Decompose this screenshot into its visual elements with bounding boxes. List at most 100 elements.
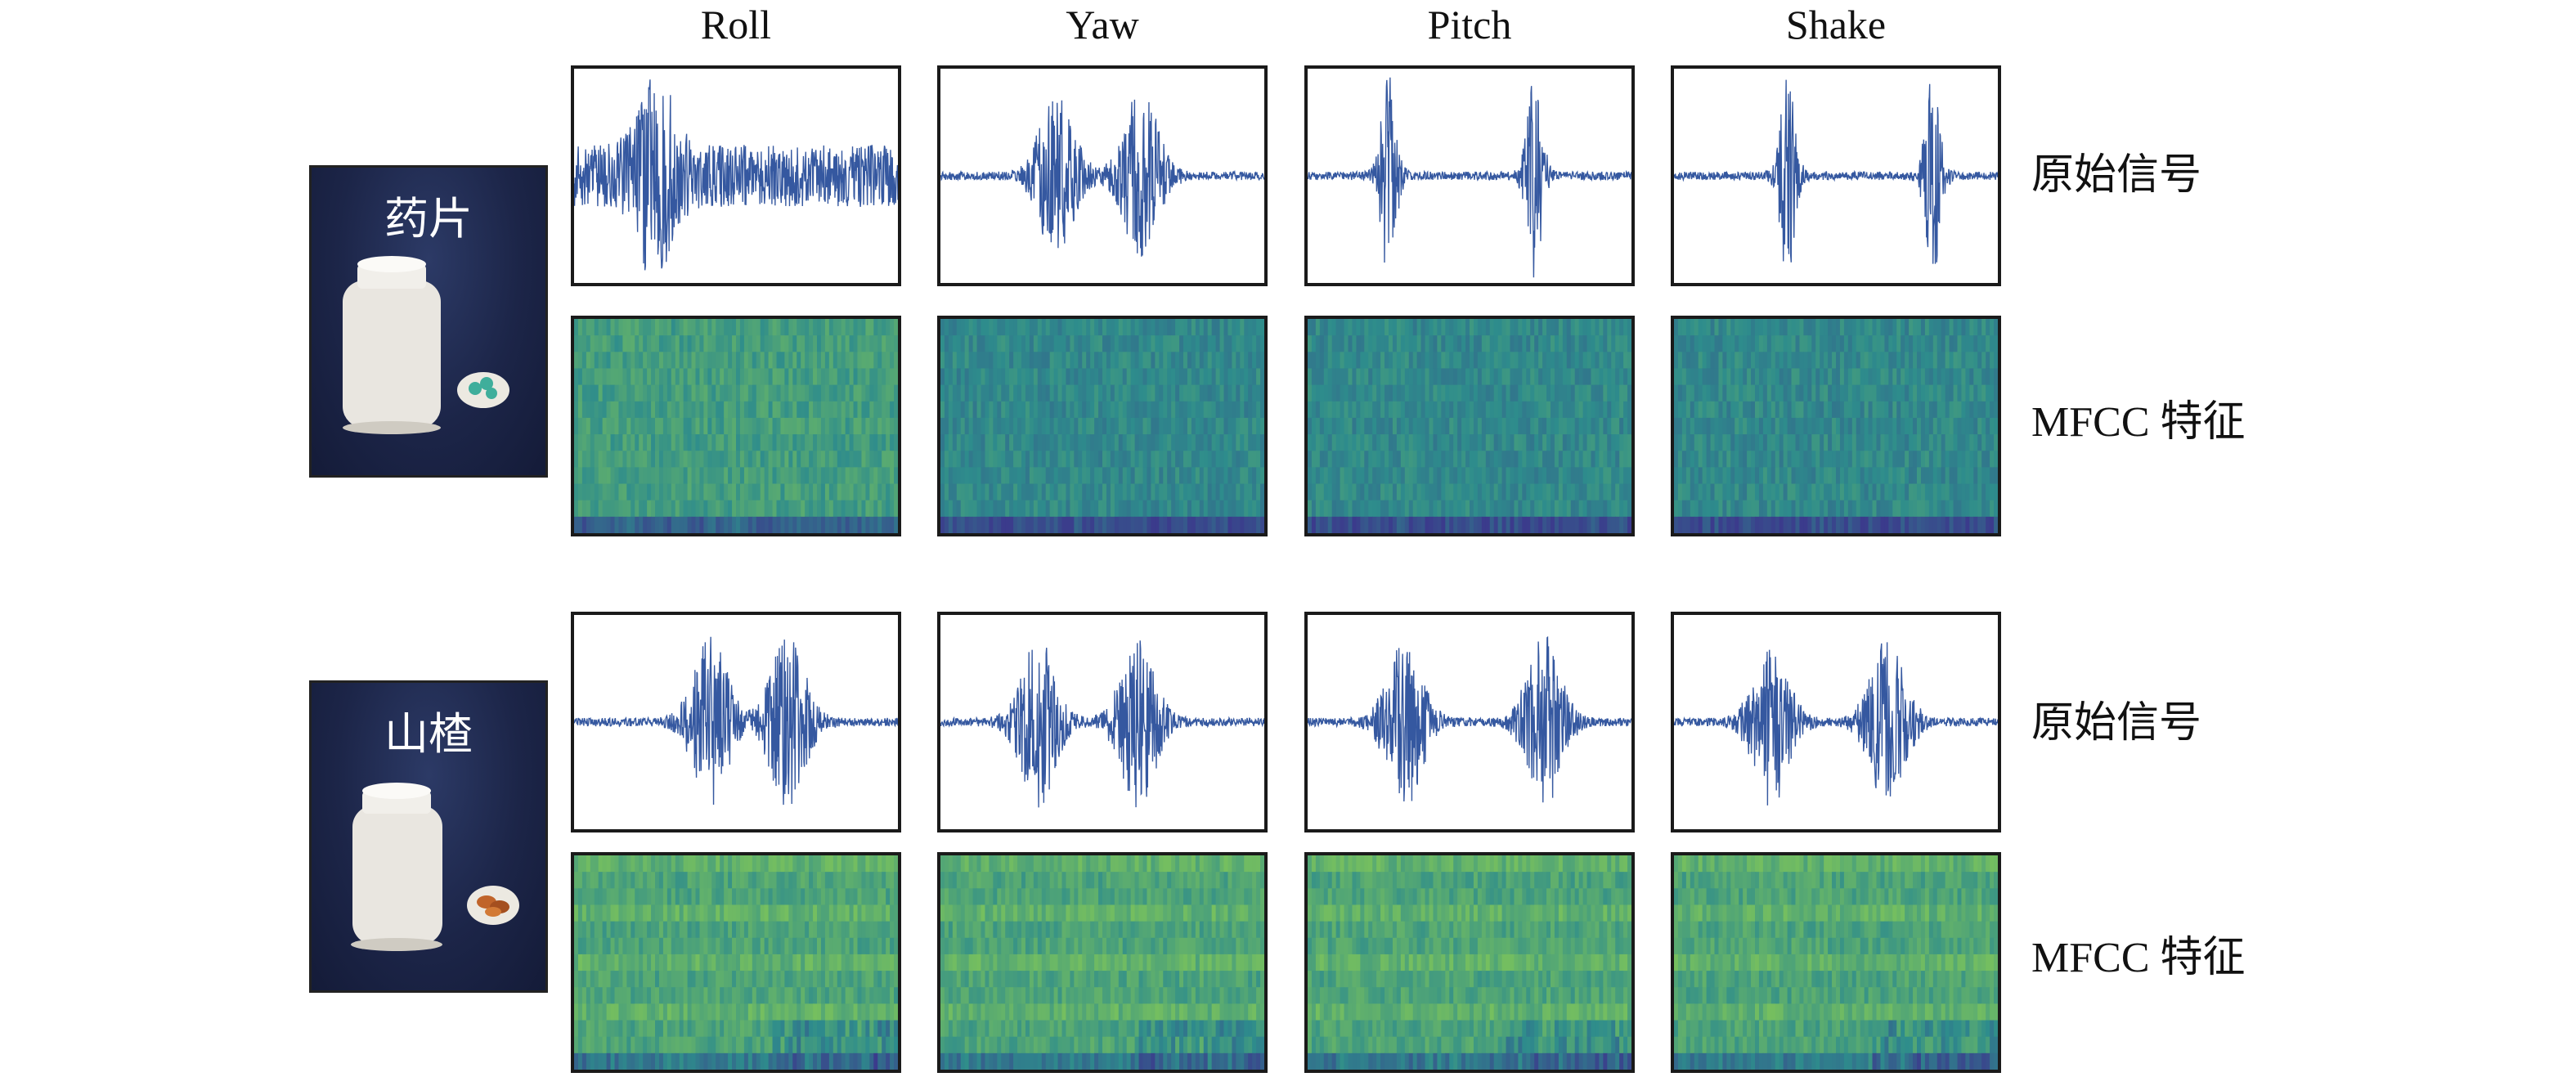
- mfcc-cell: [614, 855, 620, 873]
- mfcc-cell: [1372, 417, 1377, 435]
- mfcc-cell: [643, 434, 648, 451]
- mfcc-cell: [1739, 451, 1744, 468]
- mfcc-cell: [643, 872, 648, 889]
- mfcc-cell: [853, 483, 859, 501]
- mfcc-cell: [1758, 417, 1764, 435]
- mfcc-cell: [756, 1003, 761, 1021]
- mfcc-cell: [1851, 434, 1857, 451]
- mfcc-cell: [801, 319, 806, 336]
- mfcc-cell: [828, 921, 834, 939]
- mfcc-cell: [820, 937, 826, 955]
- mfcc-cell: [1615, 401, 1620, 419]
- mfcc-cell: [797, 434, 801, 451]
- mfcc-cell: [1408, 451, 1414, 468]
- mfcc-cell: [699, 971, 704, 988]
- mfcc-cell: [1514, 352, 1519, 370]
- mfcc-cell: [797, 319, 801, 336]
- mfcc-cell: [1331, 368, 1337, 386]
- mfcc-cell: [1591, 352, 1596, 370]
- mfcc-cell: [792, 401, 797, 419]
- mfcc-cell: [968, 516, 974, 533]
- mfcc-cell: [1090, 516, 1095, 533]
- mfcc-cell: [1360, 417, 1365, 435]
- mfcc-cell: [1331, 516, 1337, 533]
- mfcc-cell: [1412, 500, 1418, 518]
- mfcc-cell: [1905, 384, 1910, 402]
- mfcc-cell: [797, 921, 801, 939]
- mfcc-cell: [1470, 319, 1474, 336]
- mfcc-cell: [1219, 467, 1225, 485]
- mfcc-cell: [1627, 384, 1631, 402]
- mfcc-cell: [1562, 500, 1568, 518]
- mfcc-cell: [1025, 516, 1030, 533]
- mfcc-cell: [1340, 401, 1345, 419]
- mfcc-cell: [577, 937, 583, 955]
- mfcc-cell: [1872, 368, 1878, 386]
- mfcc-cell: [1171, 368, 1176, 386]
- mfcc-cell: [594, 451, 599, 468]
- mfcc-cell: [1425, 352, 1430, 370]
- mfcc-cell: [841, 954, 846, 972]
- mfcc-cell: [1836, 368, 1841, 386]
- mfcc-cell: [952, 516, 958, 533]
- mfcc-cell: [1009, 417, 1014, 435]
- mfcc-cell: [1839, 335, 1845, 352]
- mfcc-cell: [1578, 500, 1584, 518]
- mfcc-cell: [1005, 483, 1010, 501]
- mfcc-cell: [1920, 417, 1926, 435]
- mfcc-cell: [1501, 319, 1507, 336]
- mfcc-cell: [784, 921, 789, 939]
- mfcc-cell: [1973, 516, 1978, 533]
- mfcc-cell: [724, 971, 729, 988]
- mfcc-cell: [1126, 516, 1132, 533]
- mfcc-cell: [956, 500, 962, 518]
- mfcc-cell: [780, 368, 785, 386]
- mfcc-cell: [760, 368, 765, 386]
- mfcc-cell: [1416, 368, 1422, 386]
- mfcc-cell: [1743, 319, 1748, 336]
- mfcc-cell: [711, 401, 716, 419]
- mfcc-cell: [1824, 483, 1829, 501]
- mfcc-cell: [1820, 500, 1824, 518]
- mfcc-cell: [817, 888, 822, 906]
- mfcc-cell: [1126, 483, 1132, 501]
- mfcc-cell: [1053, 319, 1059, 336]
- mfcc-cell: [776, 384, 782, 402]
- mfcc-cell: [809, 368, 814, 386]
- mfcc-cell: [586, 872, 591, 889]
- mfcc-cell: [1090, 417, 1095, 435]
- mfcc-cell: [1538, 368, 1543, 386]
- mfcc-cell: [574, 384, 579, 402]
- mfcc-cell: [1775, 384, 1780, 402]
- mfcc-cell: [894, 417, 898, 435]
- mfcc-cell: [1514, 451, 1519, 468]
- mfcc-cell: [651, 937, 656, 955]
- mfcc-cell: [1449, 384, 1454, 402]
- mfcc-cell: [1219, 368, 1225, 386]
- mfcc-cell: [964, 467, 970, 485]
- mfcc-cell: [1913, 417, 1918, 435]
- mfcc-cell: [1497, 352, 1503, 370]
- mfcc-cell: [1779, 335, 1784, 352]
- mfcc-cell: [1973, 451, 1978, 468]
- mfcc-cell: [1327, 516, 1333, 533]
- mfcc-cell: [1323, 368, 1329, 386]
- mfcc-cell: [1215, 352, 1221, 370]
- mfcc-cell: [788, 888, 793, 906]
- mfcc-cell: [1856, 467, 1861, 485]
- mfcc-cell: [1348, 483, 1353, 501]
- mfcc-cell: [1868, 401, 1874, 419]
- mfcc-cell: [805, 516, 810, 533]
- mfcc-cell: [635, 937, 640, 955]
- mfcc-cell: [813, 467, 818, 485]
- mfcc-cell: [1981, 417, 1986, 435]
- mfcc-cell: [747, 417, 753, 435]
- mfcc-cell: [1766, 434, 1772, 451]
- mfcc-cell: [1437, 401, 1442, 419]
- mfcc-cell: [1053, 417, 1059, 435]
- mfcc-cell: [586, 937, 591, 955]
- mfcc-cell: [1335, 319, 1341, 336]
- mfcc-cell: [639, 921, 644, 939]
- mfcc-cell: [1603, 384, 1608, 402]
- mfcc-cell: [1445, 451, 1450, 468]
